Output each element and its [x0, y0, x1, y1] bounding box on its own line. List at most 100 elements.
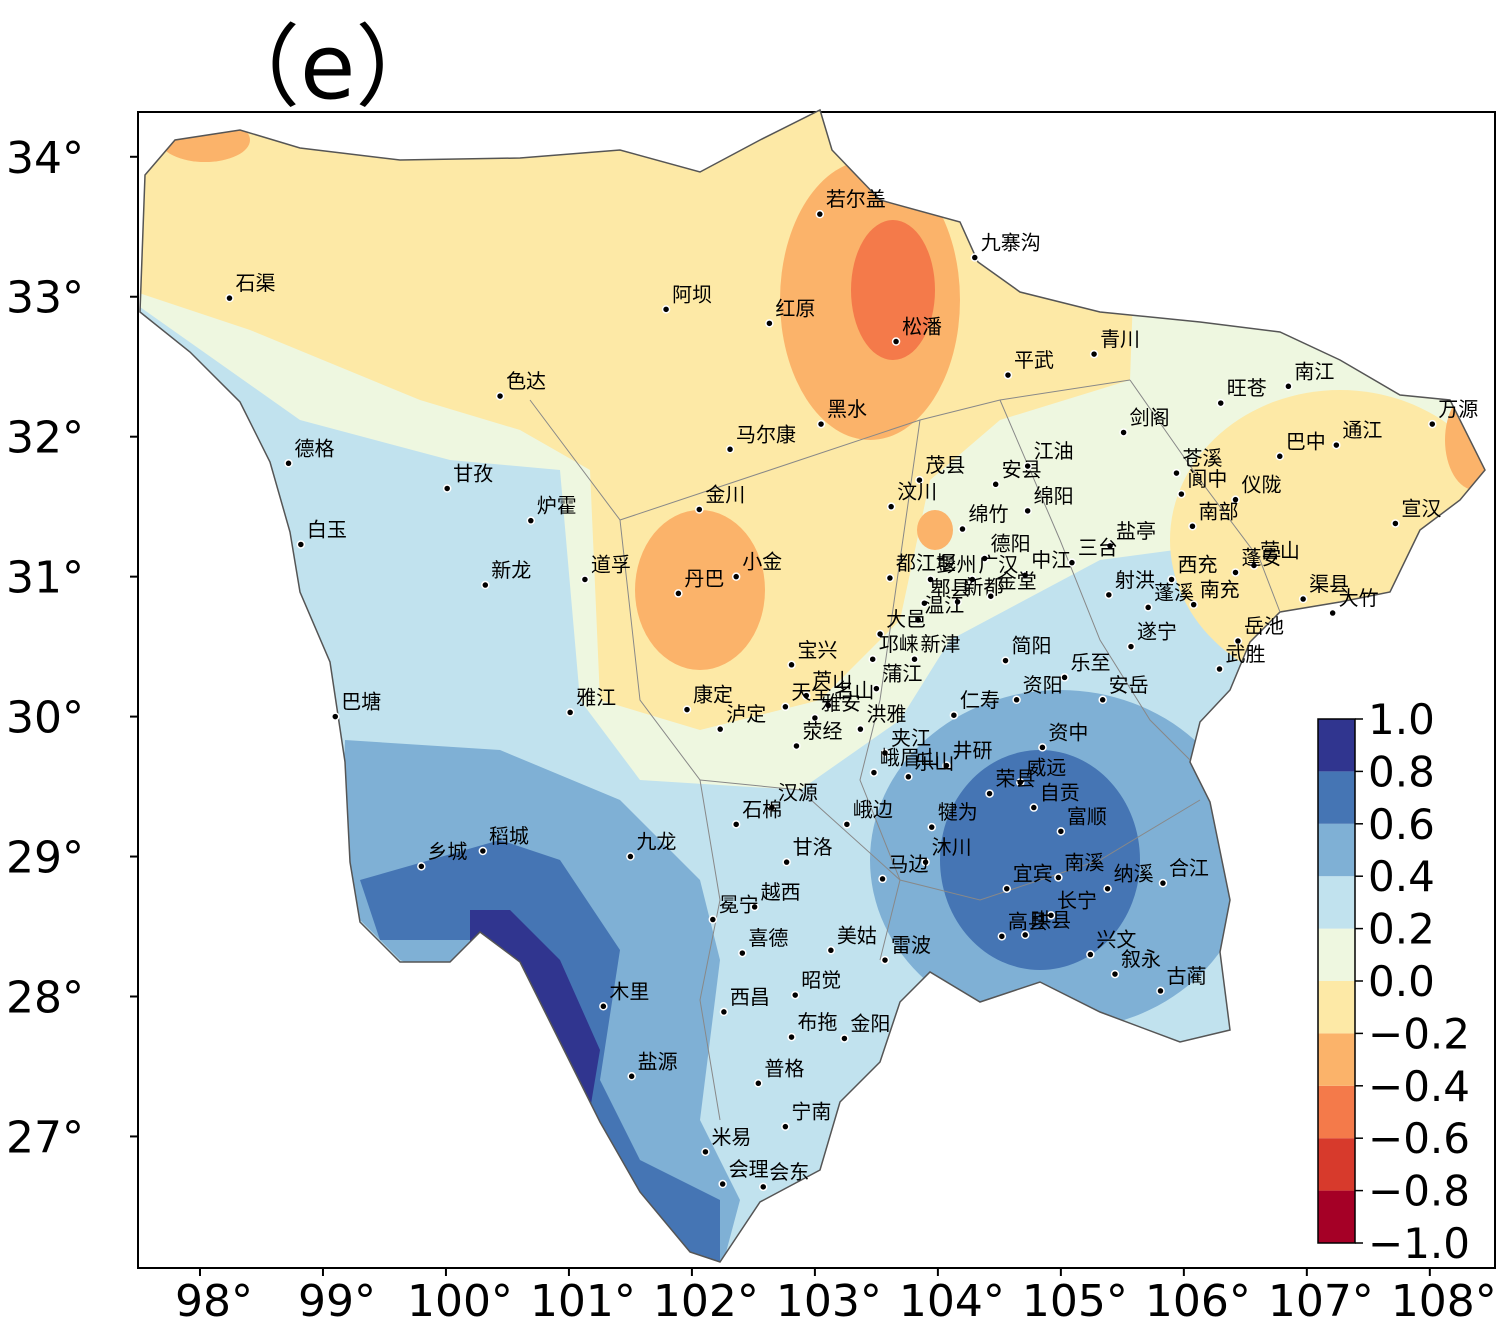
station-dot	[767, 803, 777, 812]
station-dot	[868, 654, 877, 664]
station-dot	[1002, 884, 1012, 893]
station-label: 米易	[711, 1125, 751, 1149]
station-label: 西充	[1178, 552, 1218, 576]
station-dot	[1284, 382, 1293, 391]
station-label: 若尔盖	[826, 187, 886, 211]
station-label: 巴中	[1286, 429, 1326, 453]
station-dot	[782, 857, 791, 867]
station-label: 仪陇	[1242, 473, 1282, 497]
station-dot	[781, 1122, 790, 1131]
station-dot	[1016, 778, 1025, 787]
station-label: 旺苍	[1227, 376, 1267, 400]
colorbar-bin	[1318, 1085, 1355, 1139]
station-dot	[565, 708, 575, 717]
station-label: 松潘	[902, 315, 942, 339]
station-label: 白玉	[307, 517, 347, 541]
station-dot	[225, 293, 234, 303]
station-dot	[997, 932, 1007, 941]
station-label: 武胜	[1226, 642, 1266, 666]
colorbar-label: −0.6	[1368, 1114, 1470, 1163]
station-label: 犍为	[938, 800, 978, 824]
x-tick-label: 102°	[653, 1276, 759, 1327]
station-dot	[913, 615, 923, 625]
station-dot	[1215, 664, 1224, 674]
y-tick-label: 30°	[6, 693, 84, 744]
station-label: 南充	[1200, 578, 1240, 602]
station-dot	[1177, 489, 1186, 499]
boundary-line	[999, 399, 1191, 761]
station-label: 营山	[1260, 538, 1300, 562]
station-dot	[926, 575, 935, 584]
station-dot	[985, 789, 994, 798]
station-label: 资阳	[1023, 673, 1063, 697]
station-label: 高县	[1008, 909, 1048, 933]
station-label: 渠县	[1309, 572, 1349, 596]
colorbar-label: −0.8	[1368, 1167, 1470, 1216]
station-label: 新津	[921, 632, 961, 656]
station-label: 兴文	[1096, 928, 1136, 952]
station-label: 绵竹	[968, 502, 1008, 526]
station-dot	[1249, 561, 1259, 570]
station-label: 冕宁	[719, 893, 759, 917]
station-label: 雅江	[576, 685, 616, 709]
station-dot	[331, 712, 340, 721]
station-dot	[478, 846, 488, 856]
station-label: 邛崃	[879, 632, 919, 656]
station-label: 小金	[742, 550, 782, 574]
station-label: 富顺	[1067, 804, 1107, 828]
station-dot	[781, 702, 790, 712]
station-label: 叙永	[1121, 947, 1161, 971]
station-dot	[765, 319, 774, 328]
station-dot	[1003, 370, 1013, 380]
station-dot	[904, 772, 913, 782]
county-boundaries	[529, 379, 1281, 1121]
station-dot	[1103, 884, 1112, 893]
station-label: 石棉	[742, 797, 782, 821]
station-label: 荣县	[996, 767, 1036, 791]
colorbar-bin	[1318, 719, 1355, 772]
station-label: 蒲江	[882, 662, 922, 686]
station-dot	[1332, 440, 1341, 450]
station-dot	[927, 822, 936, 832]
station-label: 九龙	[636, 830, 676, 854]
station-label: 名山	[834, 678, 874, 702]
x-tick-label: 98°	[175, 1276, 253, 1327]
station-dot	[661, 305, 671, 314]
contour-0.6-0.8	[360, 840, 720, 1262]
station-dot	[495, 391, 505, 401]
x-tick-label: 106°	[1145, 1276, 1251, 1327]
station-label: 都江堰	[896, 551, 956, 575]
station-dot	[674, 589, 683, 598]
x-tick-label: 104°	[899, 1276, 1005, 1327]
station-dot	[824, 701, 833, 710]
station-dot	[1054, 873, 1063, 882]
station-dot	[1167, 575, 1176, 584]
x-tick-label: 100°	[407, 1276, 513, 1327]
station-label: 九寨沟	[981, 231, 1041, 255]
station-label: 马尔康	[736, 422, 796, 446]
y-tick-label: 31°	[6, 553, 84, 604]
station-dot	[826, 946, 836, 955]
station-label: 青川	[1100, 327, 1140, 351]
station-label: 古蔺	[1166, 964, 1206, 988]
station-dot	[1231, 495, 1240, 504]
station-label: 峨眉山	[880, 746, 940, 770]
station-dot	[718, 1179, 727, 1189]
station-label: 茂县	[925, 453, 965, 477]
station-label: 大邑	[886, 607, 926, 631]
station-label: 纳溪	[1114, 862, 1154, 886]
station-dot	[1172, 468, 1181, 478]
station-label: 岳池	[1244, 614, 1284, 638]
station-dot	[790, 990, 800, 1000]
station-label: 自贡	[1040, 781, 1080, 805]
station-dot	[1046, 911, 1056, 920]
station-dot	[725, 445, 735, 454]
station-label: 蓬安	[1242, 545, 1282, 569]
station-label: 阿坝	[672, 282, 712, 306]
station-label: 长宁	[1057, 888, 1097, 912]
station-dot	[296, 540, 306, 549]
station-label: 汶川	[897, 480, 937, 504]
station-dot	[1105, 541, 1115, 551]
colorbar-label: −1.0	[1368, 1219, 1470, 1268]
